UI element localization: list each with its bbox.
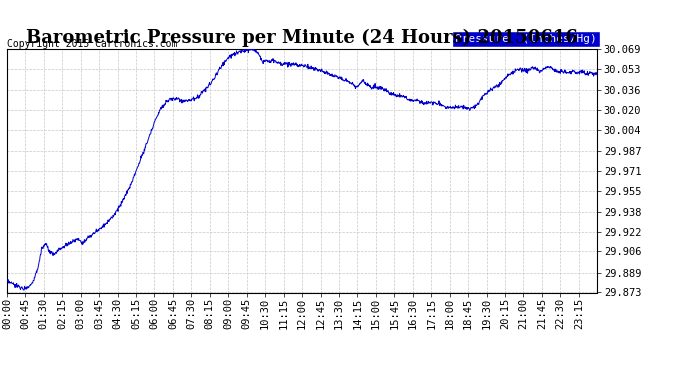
Text: Pressure  (Inches/Hg): Pressure (Inches/Hg) (455, 34, 597, 44)
Text: Copyright 2015 Cartronics.com: Copyright 2015 Cartronics.com (7, 39, 177, 50)
Title: Barometric Pressure per Minute (24 Hours) 20150616: Barometric Pressure per Minute (24 Hours… (26, 29, 578, 47)
